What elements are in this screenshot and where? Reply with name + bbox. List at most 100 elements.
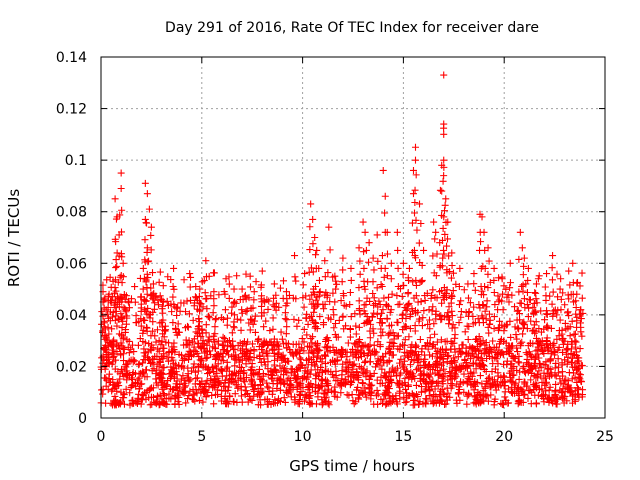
data-point <box>314 301 322 309</box>
data-point <box>145 257 153 265</box>
data-point <box>507 377 515 385</box>
data-point <box>449 269 457 277</box>
data-point <box>228 329 236 337</box>
data-point <box>143 284 151 292</box>
data-point <box>542 380 550 388</box>
data-point <box>315 264 323 272</box>
data-point <box>571 374 579 382</box>
data-point <box>247 315 255 323</box>
data-point <box>557 306 565 314</box>
data-point <box>365 258 373 266</box>
data-point <box>332 285 340 293</box>
data-point <box>123 336 131 344</box>
data-point <box>307 356 315 364</box>
data-point <box>345 391 353 399</box>
data-point <box>105 342 113 350</box>
data-point <box>200 345 208 353</box>
data-point <box>399 270 407 278</box>
data-point <box>425 316 433 324</box>
data-point <box>515 288 523 296</box>
data-point <box>369 254 377 262</box>
data-point <box>411 186 419 194</box>
data-point <box>356 257 364 265</box>
data-point <box>470 352 478 360</box>
data-point <box>399 310 407 318</box>
data-point <box>361 359 369 367</box>
data-point <box>534 370 542 378</box>
data-point <box>418 261 426 269</box>
data-point <box>373 386 381 394</box>
data-point <box>230 324 238 332</box>
data-point <box>523 301 531 309</box>
data-point <box>272 291 280 299</box>
data-point <box>360 282 368 290</box>
data-point <box>104 303 112 311</box>
data-point <box>284 340 292 348</box>
data-point <box>355 395 363 403</box>
data-point <box>434 378 442 386</box>
data-point <box>105 290 113 298</box>
data-point <box>308 291 316 299</box>
data-point <box>187 367 195 375</box>
data-point <box>249 340 257 348</box>
data-point <box>118 331 126 339</box>
data-point <box>142 276 150 284</box>
data-point <box>556 375 564 383</box>
data-point <box>142 366 150 374</box>
data-point <box>321 360 329 368</box>
x-tick-labels: 0 5 10 15 20 25 <box>97 429 614 445</box>
data-point <box>447 369 455 377</box>
data-point <box>416 361 424 369</box>
data-point <box>112 307 120 315</box>
data-point <box>494 369 502 377</box>
data-point <box>530 309 538 317</box>
data-point <box>182 399 190 407</box>
data-point <box>385 293 393 301</box>
data-point <box>387 306 395 314</box>
data-point <box>527 376 535 384</box>
data-point <box>256 351 264 359</box>
data-point <box>495 296 503 304</box>
data-point <box>250 288 258 296</box>
data-point <box>123 312 131 320</box>
data-point <box>461 355 469 363</box>
data-point <box>515 310 523 318</box>
data-point <box>513 344 521 352</box>
data-point <box>478 213 486 221</box>
data-point <box>513 335 521 343</box>
data-point <box>421 292 429 300</box>
data-point <box>382 301 390 309</box>
data-point <box>406 313 414 321</box>
data-point <box>441 289 449 297</box>
data-point <box>366 334 374 342</box>
data-point <box>273 338 281 346</box>
data-point <box>215 291 223 299</box>
data-point <box>511 303 519 311</box>
data-point <box>171 348 179 356</box>
data-point <box>479 361 487 369</box>
data-point <box>441 207 449 215</box>
data-point <box>218 366 226 374</box>
data-point <box>549 399 557 407</box>
data-point <box>374 257 382 265</box>
data-point <box>410 246 418 254</box>
data-point <box>466 299 474 307</box>
data-point <box>430 218 438 226</box>
data-point <box>180 341 188 349</box>
data-point <box>572 348 580 356</box>
data-point <box>532 400 540 408</box>
data-point <box>107 399 115 407</box>
data-point <box>117 398 125 406</box>
data-point <box>524 264 532 272</box>
data-point <box>332 333 340 341</box>
data-point <box>410 294 418 302</box>
data-point <box>416 335 424 343</box>
x-tick-label: 25 <box>596 429 614 445</box>
data-point <box>282 288 290 296</box>
data-point <box>280 394 288 402</box>
data-point <box>264 352 272 360</box>
data-point <box>337 297 345 305</box>
data-point <box>132 398 140 406</box>
data-point <box>322 366 330 374</box>
data-point <box>241 378 249 386</box>
